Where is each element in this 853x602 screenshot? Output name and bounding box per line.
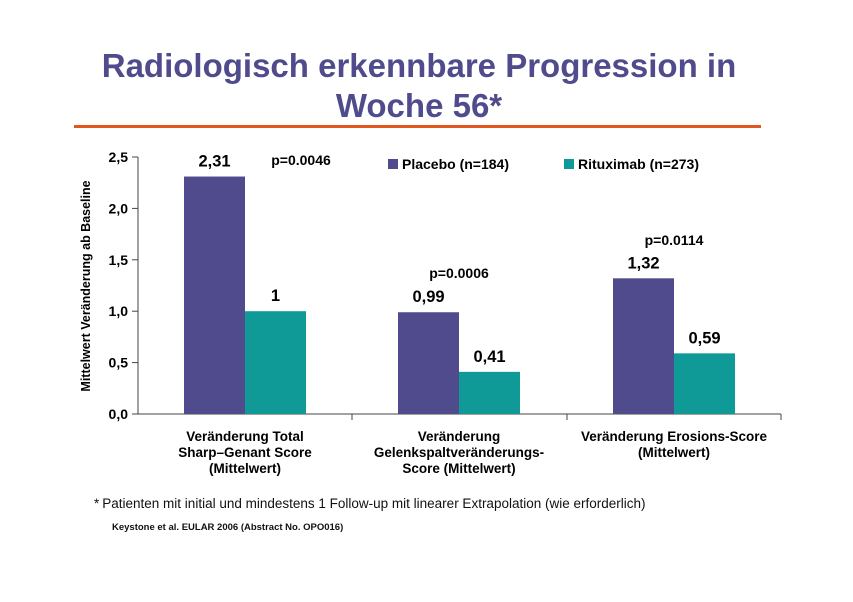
y-tick-label: 1,0: [109, 303, 129, 319]
footnote-mark: *: [94, 496, 100, 511]
x-category-label: (Mittelwert): [209, 461, 281, 476]
bar-placebo: [398, 312, 459, 414]
bar-rituximab: [245, 311, 306, 414]
y-tick-label: 0,0: [109, 406, 129, 422]
y-tick-label: 2,5: [109, 149, 129, 165]
x-category-label: Gelenkspaltveränderungs-: [374, 445, 544, 460]
x-category-label: Sharp–Genant Score: [178, 445, 312, 460]
legend-label: Rituximab (n=273): [578, 156, 699, 172]
bar-rituximab: [459, 371, 520, 414]
data-label: 2,31: [198, 153, 230, 171]
bar-placebo: [184, 176, 245, 414]
data-label: 1,32: [627, 254, 659, 272]
x-category-label: Veränderung: [418, 429, 501, 444]
legend-swatch-rituximab: [564, 159, 574, 169]
legend-label: Placebo (n=184): [402, 156, 509, 172]
p-value-label: p=0.0046: [271, 152, 331, 168]
data-label: 0,99: [412, 288, 444, 306]
x-category-label: Veränderung Erosions-Score: [581, 429, 768, 444]
x-category-label: Veränderung Total: [186, 429, 304, 444]
y-axis-label: Mittelwert Veränderung ab Baseline: [79, 180, 93, 391]
title-line-2: Woche 56*: [335, 87, 503, 124]
x-category-label: Score (Mittelwert): [402, 461, 515, 476]
p-value-label: p=0.0114: [645, 232, 704, 248]
slide-title: Radiologisch erkennbare Progression in W…: [0, 46, 838, 126]
data-label: 1: [271, 287, 280, 305]
y-tick-label: 2,0: [109, 200, 129, 216]
title-underline: [74, 125, 761, 128]
bar-rituximab: [674, 353, 735, 414]
data-label: 0,59: [688, 329, 720, 347]
footnote-text: Patienten mit initial und mindestens 1 F…: [102, 496, 646, 511]
title-line-1: Radiologisch erkennbare Progression in: [101, 47, 737, 84]
data-label: 0,41: [473, 348, 505, 366]
p-value-label: p=0.0006: [429, 265, 489, 281]
y-tick-label: 0,5: [109, 355, 129, 371]
x-category-label: (Mittelwert): [638, 445, 710, 460]
bar-placebo: [613, 278, 674, 414]
legend-swatch-placebo: [388, 159, 398, 169]
y-tick-label: 1,5: [109, 252, 129, 268]
source-citation: Keystone et al. EULAR 2006 (Abstract No.…: [112, 522, 344, 533]
footnote: * Patienten mit initial und mindestens 1 …: [94, 496, 646, 511]
